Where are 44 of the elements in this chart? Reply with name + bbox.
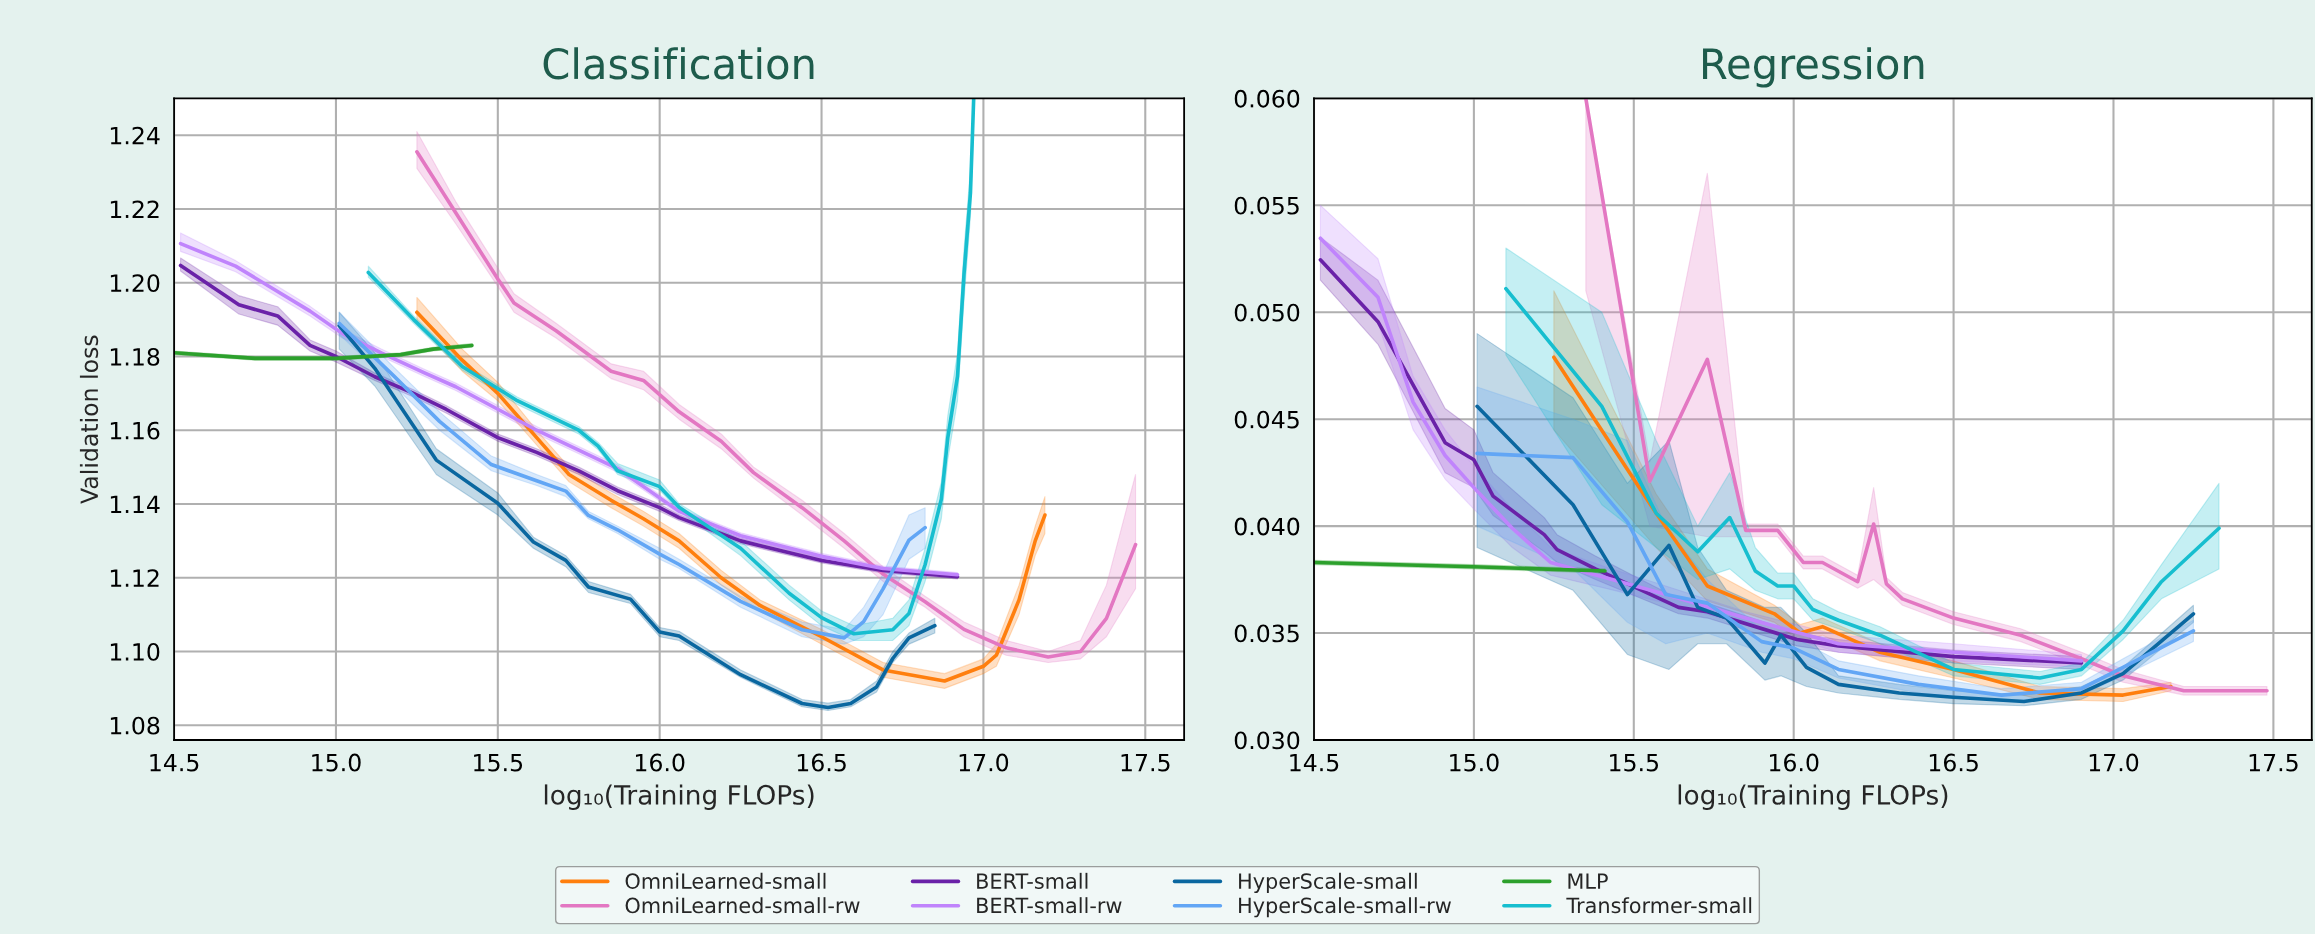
y-tick-label: 1.16 <box>110 421 160 440</box>
y-tick-label: 1.12 <box>110 569 159 587</box>
x-axis-title: log₁₀(Training FLOPs) <box>544 784 814 810</box>
legend-label: Transformer-small <box>1566 897 1752 914</box>
x-tick-label: 16.0 <box>1770 753 1819 772</box>
legend-label: HyperScale-small-rw <box>1239 897 1451 918</box>
legend-label: OmniLearned-small <box>625 872 826 889</box>
y-tick-label: 0.035 <box>1234 624 1299 643</box>
legend-label: MLP <box>1568 873 1608 889</box>
x-tick-label: 16.5 <box>797 753 846 772</box>
x-tick-label: 15.5 <box>1610 753 1659 772</box>
legend-label: BERT-small <box>977 872 1088 889</box>
y-tick-label: 0.040 <box>1234 517 1300 536</box>
y-tick-label: 0.055 <box>1234 196 1299 215</box>
x-tick-label: 16.0 <box>635 753 685 772</box>
x-axis-title: log₁₀(Training FLOPs) <box>1678 784 1948 810</box>
y-tick-label: 1.14 <box>110 495 160 513</box>
y-tick-label: 1.20 <box>110 274 160 293</box>
y-tick-label: 1.08 <box>110 716 160 735</box>
x-tick-label: 15.5 <box>474 753 523 772</box>
x-tick-label: 17.0 <box>2089 753 2139 772</box>
x-tick-label: 14.5 <box>1290 753 1339 772</box>
chart-title: Regression <box>1703 47 1924 88</box>
legend-label: BERT-small-rw <box>977 897 1122 914</box>
y-tick-label: 0.050 <box>1234 303 1300 322</box>
y-tick-label: 0.045 <box>1234 410 1299 429</box>
y-tick-label: 1.10 <box>110 642 160 661</box>
x-tick-label: 14.5 <box>150 753 199 772</box>
x-tick-label: 15.0 <box>312 753 361 772</box>
line-series <box>1475 451 2196 697</box>
x-tick-label: 17.0 <box>959 753 1009 772</box>
chart-title: Classification <box>543 47 814 80</box>
y-axis-title: Validation loss <box>79 335 99 504</box>
y-tick-label: 1.18 <box>110 347 160 366</box>
y-tick-label: 0.060 <box>1234 89 1300 108</box>
y-tick-label: 1.24 <box>110 126 160 145</box>
x-tick-label: 15.0 <box>1450 753 1499 772</box>
y-tick-label: 1.22 <box>110 200 159 218</box>
x-tick-label: 16.5 <box>1929 753 1978 772</box>
x-tick-label: 17.5 <box>2249 753 2298 772</box>
x-tick-label: 17.5 <box>1121 753 1170 772</box>
y-tick-label: 0.030 <box>1234 731 1300 750</box>
legend-label: HyperScale-small <box>1239 872 1417 893</box>
legend-label: OmniLearned-small-rw <box>625 897 860 914</box>
